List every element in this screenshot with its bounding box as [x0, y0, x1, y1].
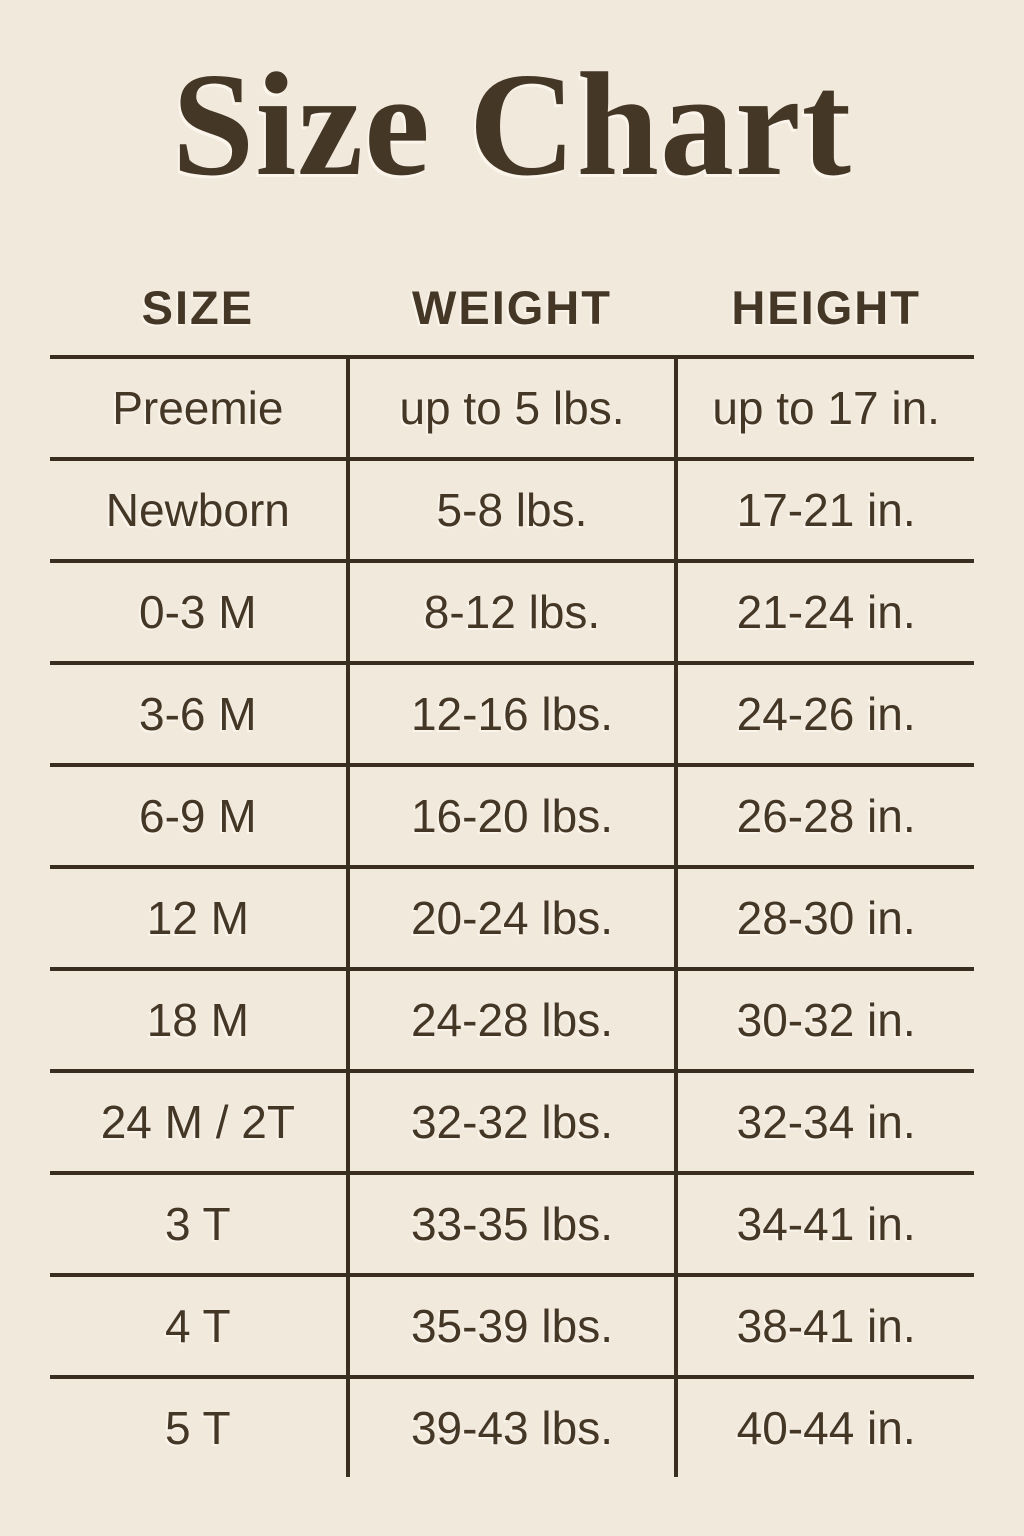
size-cell: Newborn	[105, 484, 290, 537]
weight-cell: 39-43 lbs.	[345, 1379, 679, 1478]
size-cell: 24 M / 2T	[100, 1096, 295, 1149]
weight-cell: 12-16 lbs.	[345, 665, 679, 764]
height-cell: 21-24 in.	[736, 586, 916, 639]
table-row: Preemie up to 5 lbs. up to 17 in.	[50, 355, 974, 458]
size-cell: 12 M	[146, 892, 249, 945]
size-cell: 6-9 M	[139, 790, 257, 843]
table-row: 0-3 M 8-12 lbs. 21-24 in.	[50, 559, 974, 662]
table-row: 4 T 35-39 lbs. 38-41 in.	[50, 1273, 974, 1376]
weight-cell: 24-28 lbs.	[345, 971, 679, 1070]
weight-cell: 33-35 lbs.	[345, 1175, 679, 1274]
table-header-row: SIZE WEIGHT HEIGHT	[50, 259, 974, 355]
table-row: 24 M / 2T 32-32 lbs. 32-34 in.	[50, 1069, 974, 1172]
column-header-weight: WEIGHT	[411, 280, 612, 334]
table-row: Newborn 5-8 lbs. 17-21 in.	[50, 457, 974, 560]
height-cell: 17-21 in.	[736, 484, 916, 537]
weight-cell: 32-32 lbs.	[345, 1073, 679, 1172]
table-row: 3 T 33-35 lbs. 34-41 in.	[50, 1171, 974, 1274]
table-row: 12 M 20-24 lbs. 28-30 in.	[50, 865, 974, 968]
height-cell: 30-32 in.	[736, 994, 916, 1047]
weight-cell: 5-8 lbs.	[345, 461, 679, 560]
size-cell: 5 T	[165, 1402, 231, 1455]
column-header-height: HEIGHT	[731, 280, 921, 334]
column-header-size: SIZE	[141, 280, 255, 334]
size-cell: 18 M	[146, 994, 249, 1047]
height-cell: 32-34 in.	[736, 1096, 916, 1149]
size-cell: Preemie	[112, 382, 284, 435]
size-table: SIZE WEIGHT HEIGHT Preemie up to 5 lbs. up…	[50, 259, 974, 1478]
size-cell: 4 T	[165, 1300, 231, 1353]
height-cell: 24-26 in.	[736, 688, 916, 741]
height-cell: up to 17 in.	[712, 382, 940, 435]
size-chart-page: Size Chart SIZE WEIGHT HEIGHT Preemie up …	[50, 43, 974, 1478]
weight-cell: 16-20 lbs.	[345, 767, 679, 866]
height-cell: 40-44 in.	[736, 1402, 916, 1455]
height-cell: 34-41 in.	[736, 1198, 916, 1251]
table-body: Preemie up to 5 lbs. up to 17 in. Newborn 5-…	[50, 355, 974, 1478]
table-row: 5 T 39-43 lbs. 40-44 in.	[50, 1375, 974, 1478]
height-cell: 28-30 in.	[736, 892, 916, 945]
weight-cell: 35-39 lbs.	[345, 1277, 679, 1376]
height-cell: 26-28 in.	[736, 790, 916, 843]
table-row: 3-6 M 12-16 lbs. 24-26 in.	[50, 661, 974, 764]
weight-cell: up to 5 lbs.	[345, 359, 679, 458]
size-cell: 3 T	[165, 1198, 231, 1251]
height-cell: 38-41 in.	[736, 1300, 916, 1353]
page-title: Size Chart	[172, 43, 852, 207]
size-cell: 3-6 M	[139, 688, 257, 741]
size-cell: 0-3 M	[139, 586, 257, 639]
table-row: 18 M 24-28 lbs. 30-32 in.	[50, 967, 974, 1070]
weight-cell: 8-12 lbs.	[345, 563, 679, 662]
table-row: 6-9 M 16-20 lbs. 26-28 in.	[50, 763, 974, 866]
weight-cell: 20-24 lbs.	[345, 869, 679, 968]
